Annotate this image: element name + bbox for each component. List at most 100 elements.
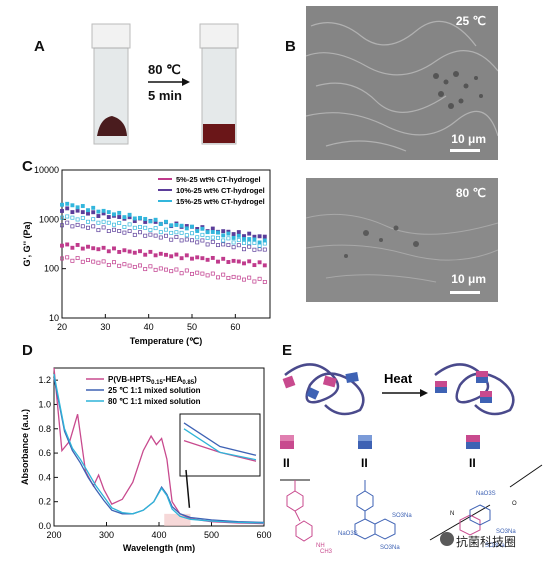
y-tick-label-d: 0.2 <box>38 497 51 507</box>
arrow-time: 5 min <box>148 88 182 103</box>
data-marker-c <box>60 209 64 213</box>
gel-solid <box>97 116 127 136</box>
data-marker-c <box>252 237 257 242</box>
data-marker-c <box>231 258 236 263</box>
data-marker-c <box>226 260 231 264</box>
data-marker-c <box>257 260 262 265</box>
data-marker-c <box>195 235 200 240</box>
data-marker-c <box>262 247 267 252</box>
data-marker-c <box>91 246 96 251</box>
inset-line <box>183 428 257 461</box>
data-marker-c <box>190 224 194 229</box>
data-marker-c <box>169 237 174 242</box>
sem-texture-25 <box>306 6 498 160</box>
y-tick-label-c: 10 <box>49 313 59 323</box>
data-marker-c <box>242 261 246 266</box>
pink-dye-icon <box>280 435 294 449</box>
data-marker-c <box>143 252 148 257</box>
data-marker-c <box>75 205 80 210</box>
data-marker-c <box>184 268 189 273</box>
data-marker-c <box>80 224 85 229</box>
y-tick-label-d: 0.4 <box>38 472 51 482</box>
data-marker-c <box>60 202 64 207</box>
sem-texture-80 <box>306 178 498 302</box>
data-marker-c <box>70 210 75 215</box>
data-marker-c <box>231 232 236 237</box>
polymer-chain-left <box>284 363 365 416</box>
data-marker-c <box>164 267 168 272</box>
data-marker-c <box>80 215 85 220</box>
x-tick-label-c: 50 <box>187 322 197 332</box>
x-tick-label-c: 60 <box>230 322 240 332</box>
data-marker-c <box>231 274 236 279</box>
y-axis-label-c: G', G'' (Pa) <box>22 222 32 267</box>
data-marker-c <box>127 222 132 227</box>
panel-a-label: A <box>34 38 45 55</box>
data-marker-c <box>184 237 189 242</box>
x-axis-label-d: Wavelength (nm) <box>123 543 195 553</box>
data-marker-c <box>138 225 142 229</box>
data-marker-c <box>205 235 210 240</box>
mechanism-scheme: Heat II II II NH CH3 SO3Na NaO3S SO3Na <box>280 363 543 555</box>
inset-line <box>183 422 257 456</box>
data-marker-c <box>96 214 101 218</box>
data-marker-c <box>132 232 137 237</box>
y-tick-label-c: 100 <box>44 264 59 274</box>
gel-liquid <box>203 124 235 143</box>
data-marker-c <box>117 210 122 215</box>
data-marker-c <box>169 254 174 259</box>
data-marker-c <box>190 231 194 236</box>
data-marker-c <box>138 249 142 254</box>
data-marker-c <box>221 242 226 247</box>
panel-b-label: B <box>285 38 296 55</box>
x-tick-label-d: 500 <box>204 530 219 540</box>
data-marker-c <box>112 260 116 265</box>
data-marker-c <box>122 262 127 267</box>
data-marker-c <box>132 264 137 269</box>
sem-scalebar-25 <box>450 149 480 152</box>
data-marker-c <box>101 259 106 264</box>
data-marker-c <box>80 259 85 264</box>
chem-b-3: SO3Na <box>380 545 400 551</box>
data-marker-c <box>226 236 231 241</box>
data-marker-c <box>86 244 90 249</box>
data-marker-c <box>132 216 137 221</box>
y-tick-label-d: 1.0 <box>38 399 51 409</box>
data-marker-c <box>174 223 179 227</box>
data-marker-c <box>65 201 70 206</box>
data-marker-c <box>153 233 158 238</box>
data-marker-c <box>86 208 90 213</box>
data-marker-c <box>247 240 252 245</box>
data-marker-c <box>122 230 127 235</box>
eq-symbol-1: II <box>283 456 290 470</box>
data-marker-c <box>91 210 96 215</box>
arrow-temp: 80 ℃ <box>148 62 181 77</box>
dye-blocks-left <box>282 372 359 400</box>
inset-box <box>179 413 261 477</box>
data-marker-c <box>75 208 80 213</box>
y-tick-label-c: 1000 <box>39 214 59 224</box>
data-marker-c <box>75 243 80 247</box>
data-marker-c <box>257 240 262 245</box>
data-marker-c <box>75 217 80 222</box>
data-marker-c <box>148 249 153 254</box>
data-marker-c <box>70 245 75 250</box>
data-marker-c <box>96 260 101 265</box>
data-marker-c <box>127 229 132 234</box>
data-marker-c <box>65 255 70 260</box>
data-marker-c <box>148 264 153 269</box>
data-marker-c <box>127 249 132 254</box>
dye-stacks-right <box>435 371 492 403</box>
sem-image-80: 80 ℃ 10 μm <box>306 178 498 302</box>
structure-a <box>280 479 313 542</box>
x-tick-label-c: 20 <box>57 322 67 332</box>
data-marker-c <box>91 224 96 229</box>
data-marker-c <box>101 208 106 213</box>
legend-label-c: 5%-25 wt% CT-hydrogel <box>176 175 261 184</box>
stacked-dye-icon <box>466 435 480 449</box>
data-marker-c <box>200 238 205 243</box>
sem-scalebar-80 <box>450 291 480 294</box>
data-marker-c <box>247 244 252 249</box>
data-marker-c <box>153 226 158 231</box>
data-marker-c <box>143 267 148 272</box>
